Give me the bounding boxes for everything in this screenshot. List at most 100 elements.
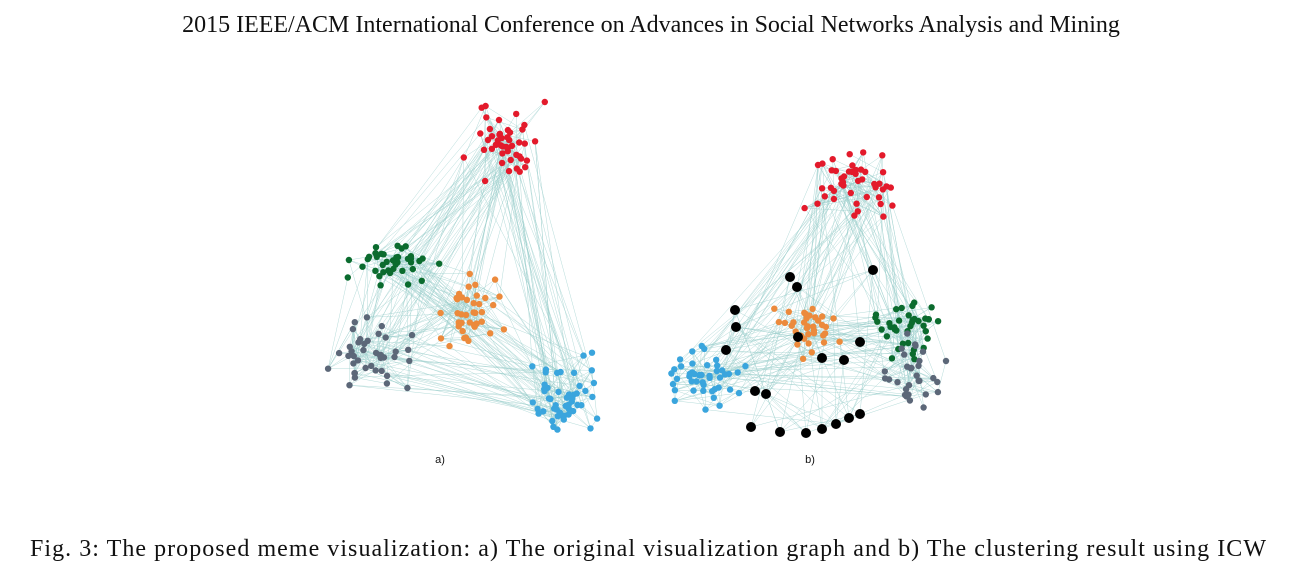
edge xyxy=(480,133,570,409)
node xyxy=(346,382,353,389)
node xyxy=(488,133,496,140)
edge xyxy=(397,149,485,246)
edge xyxy=(499,156,520,297)
edge xyxy=(375,370,544,412)
edge xyxy=(704,286,798,350)
edge xyxy=(483,149,511,161)
node xyxy=(472,281,479,288)
edge xyxy=(465,333,491,338)
edge xyxy=(714,171,853,390)
edge xyxy=(725,349,823,430)
edge xyxy=(411,157,465,336)
node xyxy=(359,263,366,270)
edge xyxy=(479,303,505,330)
node xyxy=(324,365,332,372)
edge xyxy=(822,163,826,197)
node xyxy=(407,253,415,260)
panel-label: a) xyxy=(435,454,445,466)
edge xyxy=(387,372,546,377)
node xyxy=(713,356,720,363)
node xyxy=(820,339,828,346)
node xyxy=(492,141,500,148)
edge xyxy=(894,320,939,330)
node xyxy=(877,200,884,208)
node xyxy=(516,139,523,146)
edge xyxy=(501,162,578,406)
node xyxy=(382,334,389,341)
node xyxy=(542,366,550,373)
node xyxy=(360,346,367,354)
edge xyxy=(892,205,947,362)
edge xyxy=(383,272,560,413)
edge xyxy=(375,154,517,254)
node xyxy=(375,330,382,337)
edge xyxy=(842,182,877,315)
node xyxy=(734,369,741,376)
node xyxy=(590,379,598,387)
edge xyxy=(421,280,545,385)
node xyxy=(534,405,541,413)
edge xyxy=(349,346,408,389)
edge xyxy=(375,180,486,354)
edge xyxy=(754,357,823,392)
node xyxy=(690,387,697,394)
edge xyxy=(891,347,924,359)
node xyxy=(589,393,596,401)
edge xyxy=(327,277,349,369)
edge xyxy=(848,323,890,419)
edge xyxy=(811,320,819,353)
node xyxy=(872,311,880,318)
node xyxy=(693,378,700,385)
node xyxy=(545,395,553,402)
node xyxy=(818,321,826,329)
node xyxy=(716,402,723,409)
edge xyxy=(728,164,819,375)
node xyxy=(482,294,489,302)
node xyxy=(920,322,927,329)
edge xyxy=(449,345,539,414)
edge xyxy=(402,270,467,316)
node xyxy=(404,384,411,392)
node xyxy=(541,98,548,106)
edge xyxy=(833,318,837,425)
node xyxy=(483,114,490,121)
edge xyxy=(440,296,500,314)
edge xyxy=(573,372,593,398)
edge xyxy=(705,409,837,425)
node xyxy=(716,374,724,381)
edge xyxy=(495,144,545,390)
node xyxy=(487,330,494,337)
edge xyxy=(906,381,938,397)
edge xyxy=(508,140,555,409)
node xyxy=(874,318,881,325)
node xyxy=(911,341,919,348)
node xyxy=(706,374,713,381)
node xyxy=(378,322,385,330)
node xyxy=(477,130,484,137)
node xyxy=(344,274,351,281)
node xyxy=(519,126,526,133)
node xyxy=(541,381,548,388)
node xyxy=(669,380,677,388)
node xyxy=(860,149,867,156)
edge xyxy=(532,370,592,403)
edge xyxy=(438,162,503,264)
edge xyxy=(402,149,485,271)
node xyxy=(436,260,443,267)
node xyxy=(901,351,908,358)
node xyxy=(924,335,931,342)
edge xyxy=(694,187,876,375)
edge xyxy=(410,256,578,406)
node xyxy=(750,386,760,396)
node xyxy=(498,159,506,167)
edge xyxy=(806,164,819,319)
edge xyxy=(906,366,924,408)
node xyxy=(496,293,503,300)
edge xyxy=(370,262,412,366)
edge xyxy=(881,329,914,351)
edge xyxy=(937,360,947,393)
node xyxy=(476,300,483,308)
node xyxy=(408,331,416,339)
edge xyxy=(875,314,938,383)
node xyxy=(922,391,929,398)
